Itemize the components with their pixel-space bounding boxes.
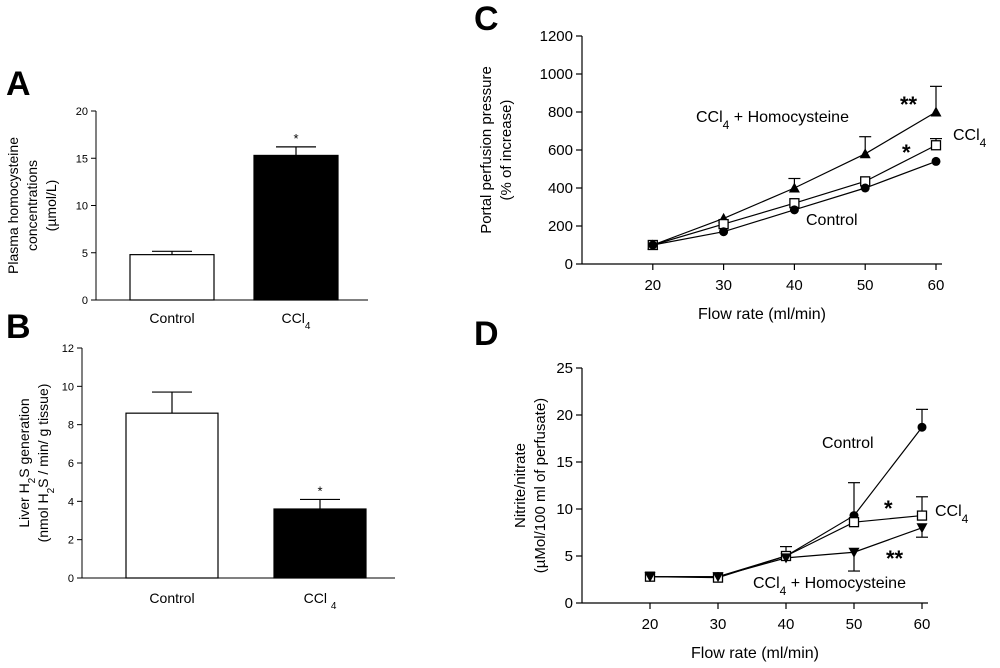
chart-panel-c: 0 200 400 600 800 1000 1200 20 30 40 50 60 Flow rate… bbox=[478, 28, 987, 323]
annotation-label: ** bbox=[900, 92, 918, 117]
data-point bbox=[917, 422, 927, 432]
x-tick-label: 20 bbox=[642, 616, 659, 633]
x-tick-label: 50 bbox=[846, 616, 863, 633]
y-axis-label: Portal perfusion pressure bbox=[478, 66, 495, 234]
y-axis-label: (% of increase) bbox=[498, 100, 515, 201]
y-tick-label: 600 bbox=[548, 142, 573, 159]
data-point bbox=[916, 523, 928, 534]
y-tick-label: 8 bbox=[68, 420, 74, 432]
y-tick-label: 2 bbox=[68, 535, 74, 547]
annotation-label: CCl4 bbox=[935, 503, 969, 526]
x-tick-label: 20 bbox=[644, 277, 661, 294]
data-point bbox=[789, 205, 799, 215]
annotation-label: CCl4 + Homocysteine bbox=[753, 575, 906, 598]
x-axis-label: Flow rate (ml/min) bbox=[698, 306, 826, 323]
annotation-label: * bbox=[884, 496, 893, 521]
x-tick-label: 30 bbox=[710, 616, 727, 633]
y-axis-label: (µmol/L) bbox=[43, 180, 59, 232]
y-tick-label: 12 bbox=[62, 343, 74, 355]
x-axis-label: Flow rate (ml/min) bbox=[691, 645, 819, 662]
annotation-label: * bbox=[902, 140, 911, 165]
bar bbox=[253, 154, 339, 301]
y-tick-label: 1200 bbox=[540, 28, 573, 45]
x-tick-label: 40 bbox=[778, 616, 795, 633]
significance-mark: * bbox=[317, 483, 322, 498]
y-tick-label: 0 bbox=[82, 295, 88, 307]
annotation-label: Control bbox=[822, 435, 874, 452]
y-tick-label: 25 bbox=[556, 360, 573, 377]
y-tick-label: 4 bbox=[68, 496, 74, 508]
y-axis-label: Liver H2S generation bbox=[16, 398, 38, 527]
y-axis-label: (µMol/100 ml of perfusate) bbox=[532, 398, 549, 573]
annotation-label: Control bbox=[806, 212, 858, 229]
y-tick-label: 5 bbox=[565, 548, 573, 565]
y-tick-label: 0 bbox=[565, 256, 573, 273]
data-point bbox=[780, 553, 792, 564]
y-tick-label: 0 bbox=[565, 595, 573, 612]
x-tick-label: 60 bbox=[914, 616, 931, 633]
category-label: CCl4 bbox=[282, 310, 311, 332]
data-point bbox=[648, 240, 658, 250]
annotation-label: CCl4 + Homocysteine bbox=[696, 109, 849, 132]
category-label: Control bbox=[149, 310, 194, 326]
panel-letter-b: B bbox=[6, 308, 31, 346]
chart-panel-d: 0 5 10 15 20 25 20 30 40 50 60 Flow rate (ml/min) Ni… bbox=[512, 360, 969, 662]
data-point bbox=[916, 510, 928, 521]
x-tick-label: 50 bbox=[857, 277, 874, 294]
y-tick-label: 1000 bbox=[540, 66, 573, 83]
y-tick-label: 800 bbox=[548, 104, 573, 121]
bar bbox=[125, 412, 219, 579]
y-axis-label: Nitrite/nitrate bbox=[512, 443, 529, 528]
data-point bbox=[859, 148, 871, 159]
panel-letter-c: C bbox=[474, 0, 499, 38]
y-tick-label: 0 bbox=[68, 573, 74, 585]
y-axis-label: (nmol H2S / min/ g tissue) bbox=[35, 384, 57, 543]
data-point bbox=[930, 140, 942, 151]
category-label: CCl 4 bbox=[304, 590, 337, 612]
significance-mark: * bbox=[293, 131, 298, 146]
x-tick-label: 60 bbox=[928, 277, 945, 294]
x-tick-label: 40 bbox=[786, 277, 803, 294]
y-tick-label: 15 bbox=[76, 153, 88, 165]
panel-letter-a: A bbox=[6, 65, 31, 103]
y-tick-label: 20 bbox=[556, 407, 573, 424]
panel-letter-d: D bbox=[474, 315, 499, 353]
y-tick-label: 10 bbox=[62, 381, 74, 393]
data-point bbox=[848, 547, 860, 558]
data-point bbox=[712, 572, 724, 583]
bar bbox=[129, 254, 215, 301]
chart-panel-b: 0 2 4 6 8 10 12 Control * CCl 4 Liver H2S generati… bbox=[16, 343, 395, 612]
annotation-label: ** bbox=[886, 546, 904, 571]
y-tick-label: 20 bbox=[76, 106, 88, 118]
y-tick-label: 400 bbox=[548, 180, 573, 197]
data-point bbox=[788, 182, 800, 193]
y-tick-label: 15 bbox=[556, 454, 573, 471]
y-tick-label: 200 bbox=[548, 218, 573, 235]
annotation-label: CCl4 bbox=[953, 127, 987, 150]
bar bbox=[273, 508, 367, 579]
y-axis-label: concentrations bbox=[24, 160, 40, 251]
category-label: Control bbox=[149, 590, 194, 606]
y-tick-label: 10 bbox=[556, 501, 573, 518]
x-tick-label: 30 bbox=[715, 277, 732, 294]
data-point bbox=[719, 227, 729, 237]
data-point bbox=[931, 156, 941, 166]
chart-panel-a: 0 5 10 15 20 Control * CCl4 Plasma homocysteine c… bbox=[5, 106, 368, 332]
data-point bbox=[644, 572, 656, 583]
y-tick-label: 10 bbox=[76, 201, 88, 213]
data-point bbox=[848, 517, 860, 528]
y-axis-label: Plasma homocysteine bbox=[5, 137, 21, 274]
series-line bbox=[652, 144, 937, 246]
data-point bbox=[860, 183, 870, 193]
y-tick-label: 5 bbox=[82, 248, 88, 260]
data-point bbox=[930, 106, 942, 117]
y-tick-label: 6 bbox=[68, 458, 74, 470]
